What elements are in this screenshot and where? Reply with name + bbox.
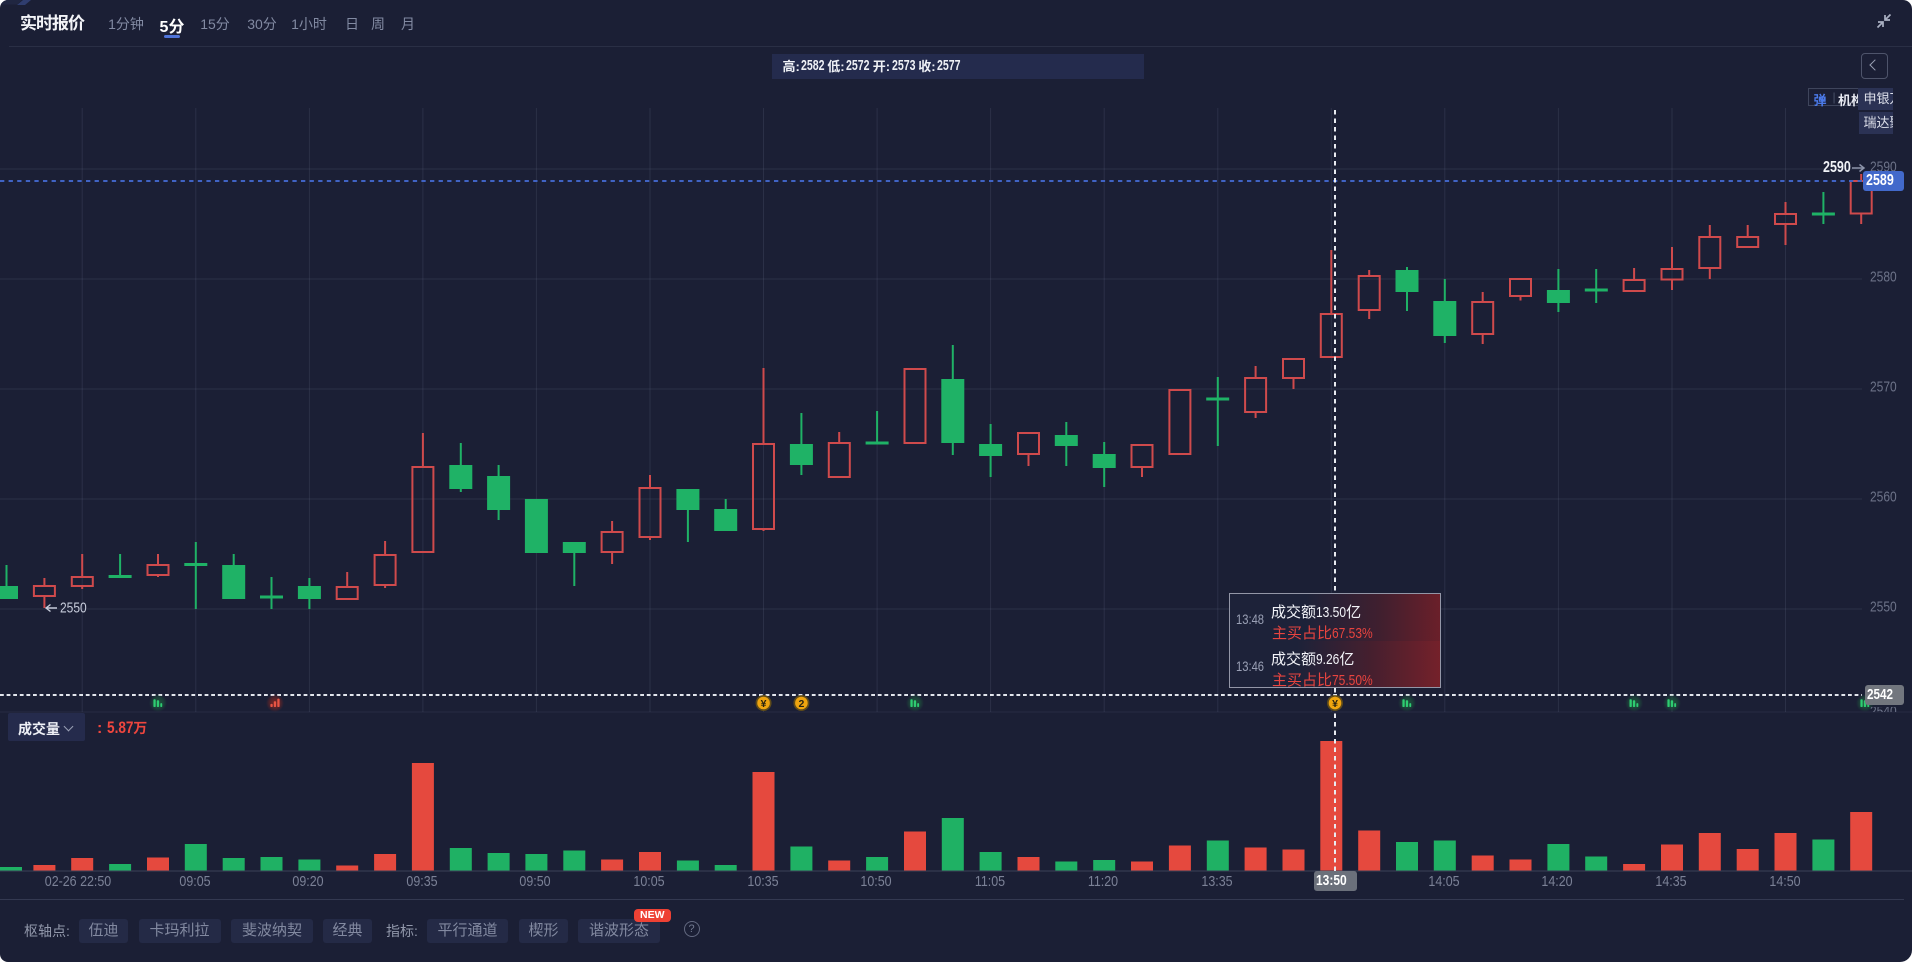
svg-text:2: 2: [798, 698, 804, 710]
svg-text:¥: ¥: [761, 698, 767, 710]
svg-text:¥: ¥: [1332, 698, 1338, 710]
